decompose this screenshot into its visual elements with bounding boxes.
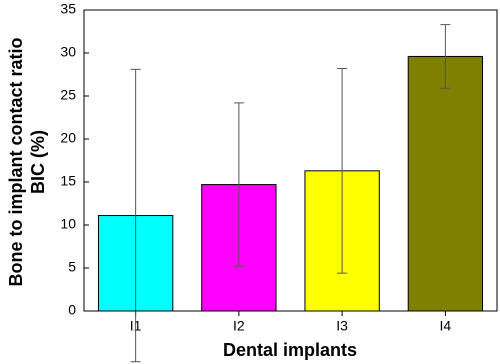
x-tick-label: I2 — [233, 318, 245, 334]
y-tick-label: 20 — [60, 130, 76, 146]
y-tick-label: 15 — [60, 173, 76, 189]
x-axis-label: Dental implants — [223, 340, 357, 360]
bar — [407, 55, 484, 312]
plot-frame — [83, 9, 498, 312]
y-axis-label: Bone to implant contact ratio — [6, 37, 26, 286]
y-tick-label: 5 — [68, 259, 76, 275]
y-tick-label: 35 — [60, 1, 76, 17]
y-tick-label: 0 — [68, 302, 76, 318]
y-tick-label: 25 — [60, 87, 76, 103]
x-tick-label: I3 — [336, 318, 348, 334]
y-axis-label: BIC (%) — [28, 130, 48, 194]
y-tick-label: 30 — [60, 44, 76, 60]
x-tick-label: I4 — [440, 318, 452, 334]
y-tick-label: 10 — [60, 216, 76, 232]
